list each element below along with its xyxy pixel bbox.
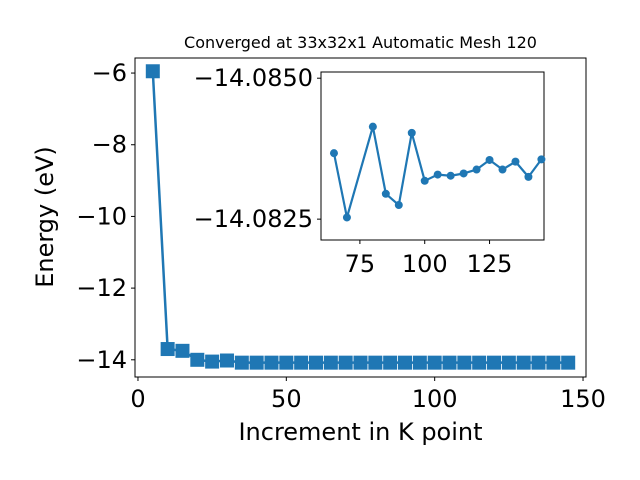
main-y-tick-label: −10 [76,202,127,230]
inset-data-point [524,172,533,181]
inset-data-point [459,169,468,178]
main-data-point [442,355,457,370]
inset-series-line [332,125,543,219]
main-y-tick-label: −14 [76,346,127,374]
main-data-point [353,355,368,370]
main-y-tick-label: −6 [92,59,127,87]
inset-ticks: 75 100 125 −14.0850 −14.0825 [194,64,513,278]
main-x-tick-label: 50 [271,385,302,413]
main-data-point [472,355,487,370]
main-data-point [234,355,249,370]
main-y-tick-label: −8 [92,131,127,159]
inset-data-point [537,155,546,164]
main-data-point [145,64,160,79]
inset-data-point [342,213,351,222]
x-axis-label: Increment in K point [238,418,482,446]
inset-data-point [485,155,494,164]
inset-data-point [381,189,390,198]
inset-axes: 75 100 125 −14.0850 −14.0825 [194,64,546,278]
main-ticks: 0 50 100 150 −14 −12 −10 −8 −6 [76,59,606,413]
main-data-point [175,343,190,358]
inset-data-point [368,122,377,131]
inset-data-point [511,157,520,166]
main-data-point [160,342,175,357]
main-data-point [219,353,234,368]
main-data-point [308,355,323,370]
main-data-point [487,355,502,370]
main-data-point [279,355,294,370]
main-data-point [264,355,279,370]
inset-data-point [329,149,338,158]
main-data-point [501,355,516,370]
main-x-tick-label: 100 [412,385,458,413]
main-data-point [190,352,205,367]
inset-data-point [420,176,429,185]
main-data-point [398,355,413,370]
inset-data-point [394,201,403,210]
main-x-tick-label: 150 [560,385,606,413]
main-x-tick-label: 0 [130,385,145,413]
inset-y-tick-label: −14.0850 [194,64,313,92]
main-data-point [531,355,546,370]
main-data-point [294,355,309,370]
inset-data-point [407,128,416,137]
inset-x-tick-label: 100 [402,250,448,278]
inset-data-point [446,171,455,180]
inset-series [329,122,546,222]
main-data-point [427,355,442,370]
inset-data-point [498,165,507,174]
main-data-point [383,355,398,370]
inset-plot-frame [320,71,545,241]
main-y-tick-label: −12 [76,274,127,302]
main-data-point [338,355,353,370]
inset-x-tick-label: 75 [345,250,376,278]
chart-title: Converged at 33x32x1 Automatic Mesh 120 [184,33,537,52]
main-data-point [457,355,472,370]
main-data-point [561,355,576,370]
main-series [145,64,576,370]
inset-data-point [472,165,481,174]
inset-x-tick-label: 125 [467,250,513,278]
main-data-point [249,355,264,370]
y-axis-label: Energy (eV) [31,146,59,288]
main-data-point [546,355,561,370]
inset-y-tick-label: −14.0825 [194,205,313,233]
inset-data-point [433,170,442,179]
main-data-point [516,355,531,370]
main-data-point [323,355,338,370]
main-data-point [412,355,427,370]
main-data-point [368,355,383,370]
main-data-point [205,354,220,369]
